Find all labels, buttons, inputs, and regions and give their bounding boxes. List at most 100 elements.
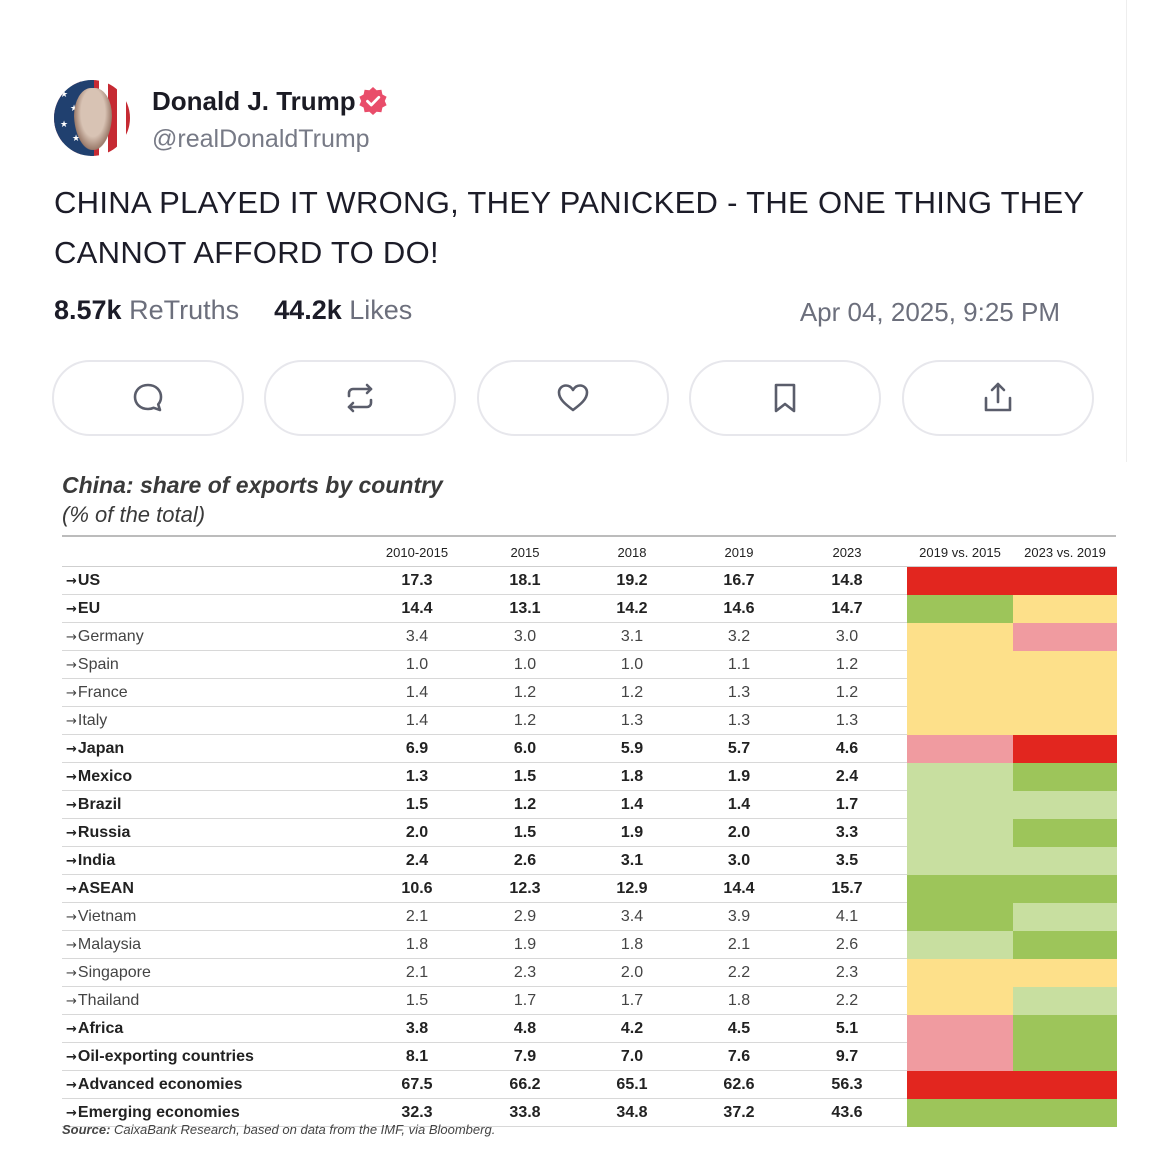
value-cell: 4.2 bbox=[573, 1014, 691, 1043]
country-label: Mexico bbox=[77, 767, 133, 785]
country-label: Malaysia bbox=[77, 935, 142, 953]
share-icon bbox=[984, 382, 1012, 412]
attached-image[interactable]: China: share of exports by country (% of… bbox=[34, 462, 1126, 1176]
value-cell: 1.5 bbox=[477, 818, 573, 847]
value-cell: 14.6 bbox=[691, 594, 787, 623]
country-cell: →Italy bbox=[62, 706, 357, 735]
value-cell: 2.6 bbox=[787, 930, 907, 959]
table-row: →Thailand 1.5 1.7 1.7 1.8 2.2 bbox=[62, 986, 1117, 1015]
exports-table: 2010-2015 2015 2018 2019 2023 2019 vs. 2… bbox=[62, 538, 1117, 1127]
value-cell: 33.8 bbox=[477, 1098, 573, 1127]
value-cell: 14.2 bbox=[573, 594, 691, 623]
table-row: →Singapore 2.1 2.3 2.0 2.2 2.3 bbox=[62, 958, 1117, 987]
value-cell: 12.3 bbox=[477, 874, 573, 903]
country-cell: →ASEAN bbox=[62, 874, 357, 903]
value-cell: 2.2 bbox=[691, 958, 787, 987]
post-text: CHINA PLAYED IT WRONG, THEY PANICKED - T… bbox=[54, 185, 1084, 270]
value-cell: 1.4 bbox=[357, 706, 477, 735]
swatch-2019-vs-2015 bbox=[907, 1070, 1013, 1099]
value-cell: 1.3 bbox=[691, 706, 787, 735]
swatch-2019-vs-2015 bbox=[907, 706, 1013, 735]
table-row: →Spain 1.0 1.0 1.0 1.1 1.2 bbox=[62, 650, 1117, 679]
table-row: →Oil-exporting countries 8.1 7.9 7.0 7.6 9.7 bbox=[62, 1042, 1117, 1071]
bookmark-button[interactable] bbox=[689, 360, 881, 436]
value-cell: 2.0 bbox=[357, 818, 477, 847]
country-label: Africa bbox=[77, 1019, 124, 1037]
value-cell: 1.0 bbox=[357, 650, 477, 679]
table-subtitle: (% of the total) bbox=[62, 502, 206, 527]
author-handle[interactable]: @realDonaldTrump bbox=[152, 125, 370, 153]
arrow-icon: → bbox=[66, 1105, 77, 1121]
value-cell: 1.9 bbox=[691, 762, 787, 791]
value-cell: 4.5 bbox=[691, 1014, 787, 1043]
value-cell: 1.7 bbox=[573, 986, 691, 1015]
value-cell: 14.8 bbox=[787, 566, 907, 595]
swatch-2023-vs-2019 bbox=[1013, 1014, 1117, 1043]
country-cell: →Thailand bbox=[62, 986, 357, 1015]
likes-label[interactable]: Likes bbox=[349, 295, 413, 325]
value-cell: 2.3 bbox=[787, 958, 907, 987]
table-top-rule bbox=[62, 535, 1116, 537]
value-cell: 17.3 bbox=[357, 566, 477, 595]
swatch-2019-vs-2015 bbox=[907, 1042, 1013, 1071]
country-cell: →Germany bbox=[62, 622, 357, 651]
arrow-icon: → bbox=[66, 601, 77, 617]
swatch-2019-vs-2015 bbox=[907, 622, 1013, 651]
likes-count[interactable]: 44.2k bbox=[274, 295, 342, 325]
swatch-2023-vs-2019 bbox=[1013, 790, 1117, 819]
value-cell: 3.0 bbox=[477, 622, 573, 651]
swatch-2019-vs-2015 bbox=[907, 1014, 1013, 1043]
country-cell: →Africa bbox=[62, 1014, 357, 1043]
swatch-2023-vs-2019 bbox=[1013, 874, 1117, 903]
header-cell: 2019 vs. 2015 bbox=[907, 538, 1013, 567]
arrow-icon: → bbox=[66, 825, 77, 841]
value-cell: 12.9 bbox=[573, 874, 691, 903]
like-button[interactable] bbox=[477, 360, 669, 436]
verified-badge-icon bbox=[359, 87, 387, 115]
value-cell: 1.2 bbox=[477, 790, 573, 819]
country-label: Japan bbox=[77, 739, 125, 757]
value-cell: 1.2 bbox=[477, 706, 573, 735]
value-cell: 2.0 bbox=[573, 958, 691, 987]
value-cell: 1.3 bbox=[787, 706, 907, 735]
avatar[interactable]: ★ ★ ★ ★ bbox=[54, 80, 130, 156]
arrow-icon: → bbox=[66, 741, 77, 757]
value-cell: 65.1 bbox=[573, 1070, 691, 1099]
table-row: →Italy 1.4 1.2 1.3 1.3 1.3 bbox=[62, 706, 1117, 735]
value-cell: 1.2 bbox=[573, 678, 691, 707]
value-cell: 1.8 bbox=[357, 930, 477, 959]
country-label: Germany bbox=[77, 627, 144, 645]
author-name[interactable]: Donald J. Trump bbox=[152, 86, 356, 116]
arrow-icon: → bbox=[66, 769, 77, 785]
value-cell: 3.4 bbox=[573, 902, 691, 931]
arrow-icon: → bbox=[66, 713, 77, 729]
value-cell: 1.3 bbox=[573, 706, 691, 735]
arrow-icon: → bbox=[66, 657, 77, 673]
source-label: Source: bbox=[62, 1122, 111, 1137]
swatch-2023-vs-2019 bbox=[1013, 762, 1117, 791]
swatch-2019-vs-2015 bbox=[907, 958, 1013, 987]
value-cell: 1.7 bbox=[477, 986, 573, 1015]
table-header-row: 2010-2015 2015 2018 2019 2023 2019 vs. 2… bbox=[62, 538, 1117, 567]
country-cell: →Malaysia bbox=[62, 930, 357, 959]
country-label: Singapore bbox=[77, 963, 151, 981]
retruths-label[interactable]: ReTruths bbox=[129, 295, 240, 325]
retruths-count[interactable]: 8.57k bbox=[54, 295, 122, 325]
post-stats: 8.57k ReTruths 44.2k Likes bbox=[54, 295, 412, 326]
value-cell: 14.7 bbox=[787, 594, 907, 623]
share-button[interactable] bbox=[902, 360, 1094, 436]
value-cell: 2.6 bbox=[477, 846, 573, 875]
swatch-2019-vs-2015 bbox=[907, 902, 1013, 931]
value-cell: 1.5 bbox=[477, 762, 573, 791]
value-cell: 14.4 bbox=[357, 594, 477, 623]
arrow-icon: → bbox=[66, 965, 77, 981]
reply-button[interactable] bbox=[52, 360, 244, 436]
country-label: Advanced economies bbox=[77, 1075, 243, 1093]
value-cell: 15.7 bbox=[787, 874, 907, 903]
table-row: →EU 14.4 13.1 14.2 14.6 14.7 bbox=[62, 594, 1117, 623]
country-cell: →Japan bbox=[62, 734, 357, 763]
like-icon bbox=[557, 384, 589, 412]
retruth-button[interactable] bbox=[264, 360, 456, 436]
value-cell: 1.8 bbox=[573, 930, 691, 959]
value-cell: 5.1 bbox=[787, 1014, 907, 1043]
